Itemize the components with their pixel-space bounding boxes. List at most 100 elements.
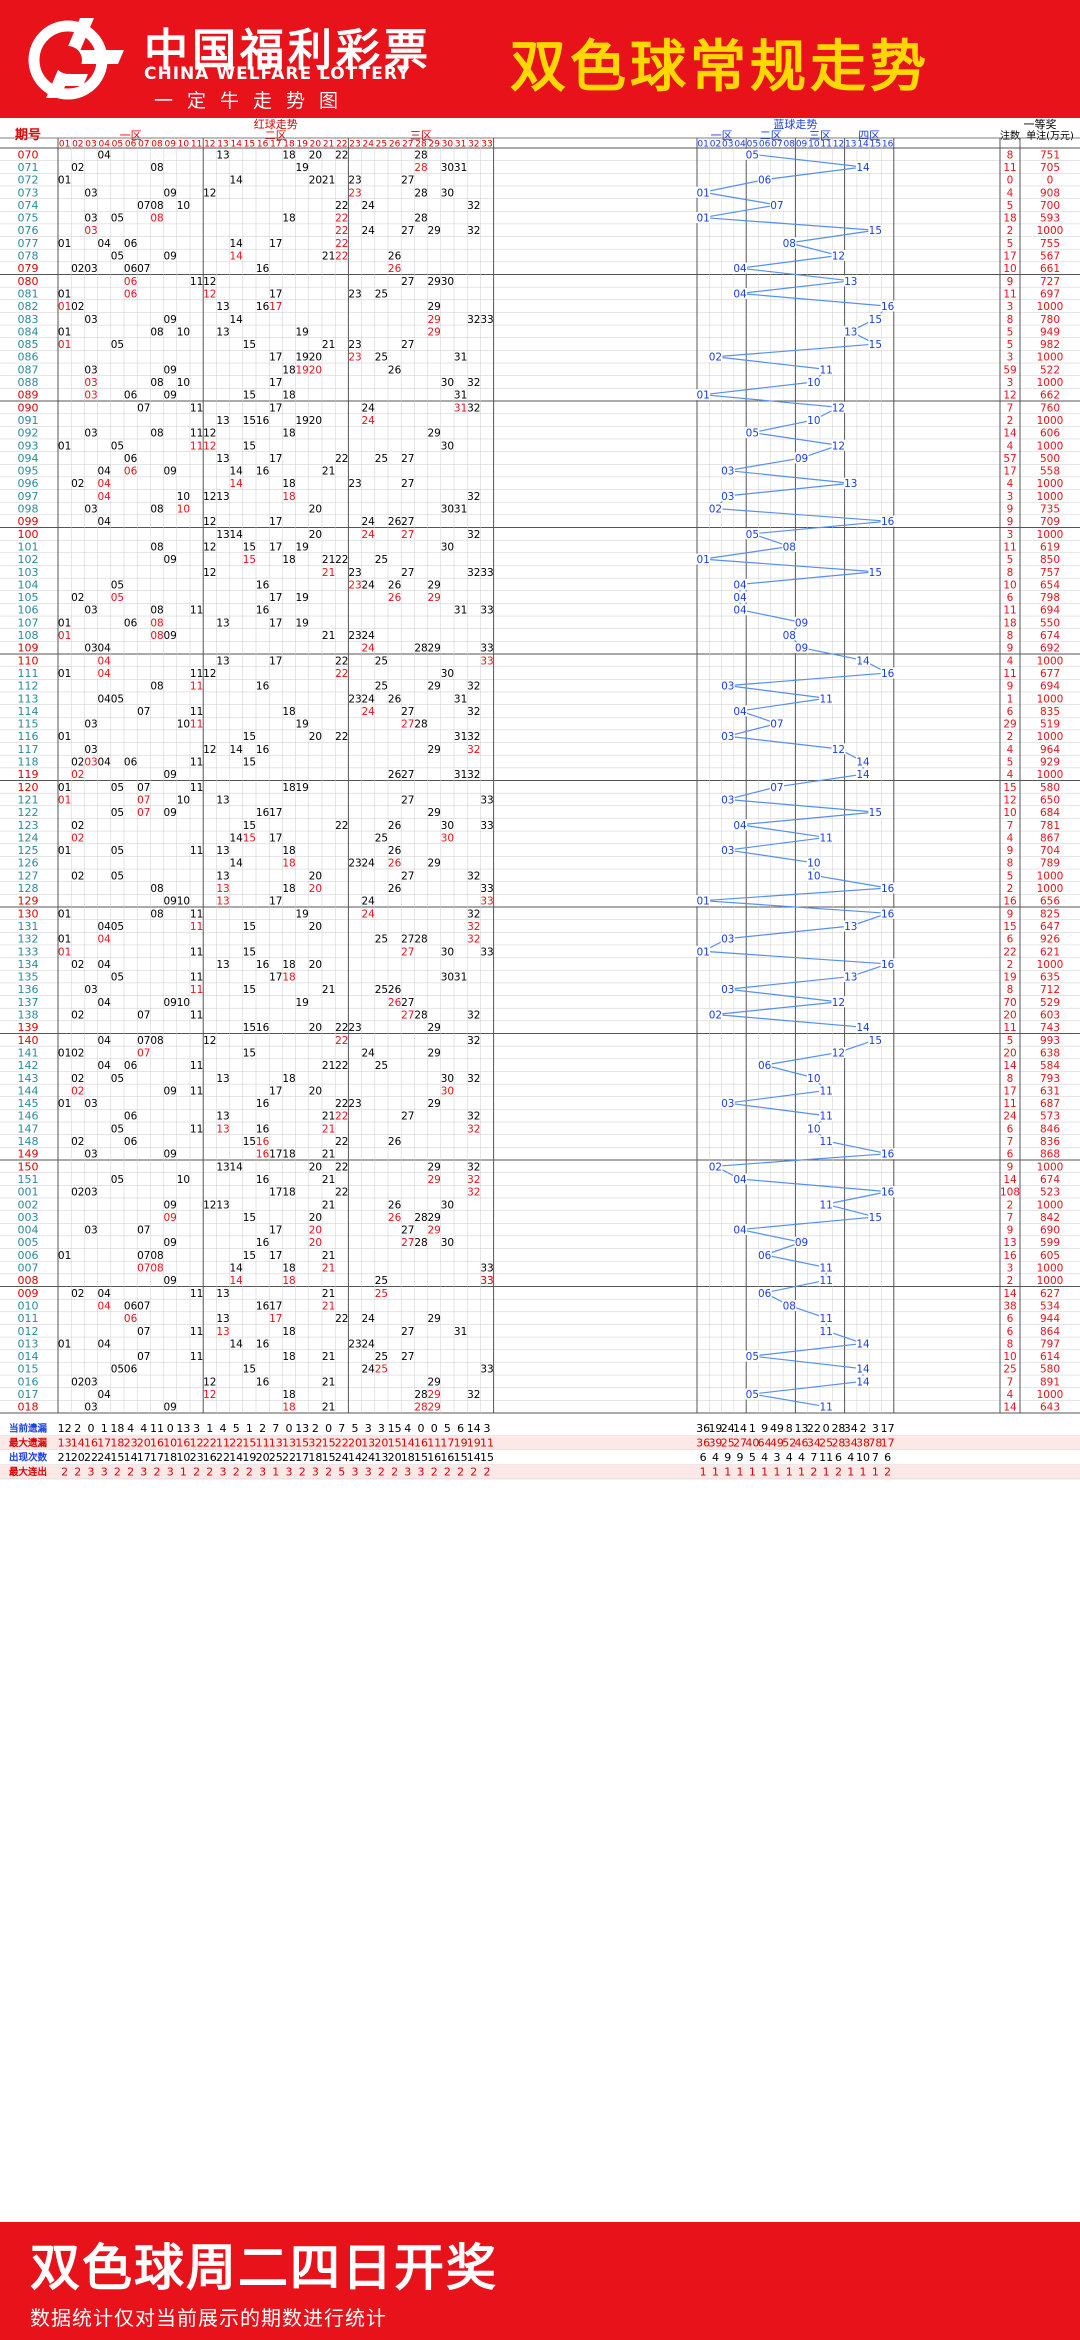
- red-ball-number: 02: [71, 1010, 84, 1022]
- prize-count-value: 9: [1007, 276, 1014, 288]
- red-ball-number: 02: [71, 820, 84, 832]
- stats-red-value: 14: [348, 1451, 362, 1464]
- stats-red-value: 13: [176, 1422, 190, 1435]
- blue-ball-number: 08: [783, 630, 796, 642]
- blue-ball-number: 01: [696, 187, 709, 199]
- stats-red-value: 19: [467, 1437, 481, 1450]
- prize-count-value: 11: [1003, 1098, 1016, 1110]
- red-ball-number: 09: [164, 1199, 177, 1211]
- prize-amount-value: 964: [1040, 744, 1060, 756]
- blue-ball-bg: [868, 1034, 883, 1046]
- blue-ball-number: 13: [844, 921, 857, 933]
- red-column-number: 15: [244, 140, 255, 150]
- red-ball-number: 18: [282, 364, 295, 376]
- red-ball-number: 17: [269, 541, 282, 553]
- blue-ball-number: 16: [881, 959, 895, 971]
- red-ball-number: 05: [111, 870, 124, 882]
- blue-ball-number: 01: [696, 896, 709, 908]
- red-ball-number: 04: [98, 997, 112, 1009]
- red-column-number: 25: [376, 140, 387, 150]
- red-column-number: 26: [389, 140, 401, 150]
- red-ball-number: 31: [454, 1326, 467, 1338]
- red-ball-number: 12: [203, 428, 216, 440]
- prize-count-value: 2: [1007, 415, 1014, 427]
- red-ball-number: 23: [348, 693, 361, 705]
- blue-ball-number: 11: [819, 1085, 832, 1097]
- blue-ball-number: 06: [758, 1250, 772, 1262]
- footer-banner: 双色球周二四日开奖 数据统计仅对当前展示的期数进行统计: [0, 2222, 1080, 2340]
- red-ball-number: 04: [98, 757, 112, 769]
- prize-amount-value: 580: [1040, 1364, 1060, 1376]
- stats-red-value: 3: [286, 1466, 293, 1479]
- red-ball-number: 11: [190, 706, 203, 718]
- red-ball-number: 32: [467, 1010, 480, 1022]
- red-ball-number: 33: [480, 314, 493, 326]
- red-ball-number: 24: [362, 908, 376, 920]
- red-ball-number: 09: [164, 1085, 177, 1097]
- red-ball-number: 03: [84, 1402, 97, 1414]
- stats-blue-value: 36: [696, 1437, 710, 1450]
- blue-column-number: 16: [882, 140, 894, 150]
- period-label: 097: [18, 490, 39, 503]
- red-ball-number: 15: [243, 820, 256, 832]
- prize-count-value: 9: [1007, 908, 1014, 920]
- stats-blue-value: 1: [860, 1466, 867, 1479]
- red-ball-number: 14: [230, 478, 244, 490]
- prize-count-value: 3: [1007, 377, 1014, 389]
- prize-count-value: 14: [1003, 1288, 1017, 1300]
- blue-ball-number: 12: [832, 997, 845, 1009]
- brand-name-cn: 中国福利彩票: [144, 25, 432, 76]
- red-ball-number: 22: [335, 820, 348, 832]
- stats-blue-value: 6: [884, 1451, 891, 1464]
- red-ball-number: 28: [414, 719, 427, 731]
- stats-red-value: 3: [167, 1466, 174, 1479]
- stats-red-value: 14: [71, 1437, 85, 1450]
- red-ball-number: 32: [467, 1174, 480, 1186]
- stats-red-value: 15: [110, 1451, 124, 1464]
- red-ball-number: 17: [269, 972, 282, 984]
- stats-red-value: 6: [457, 1422, 464, 1435]
- stats-red-value: 17: [150, 1451, 164, 1464]
- blue-ball-bg: [794, 452, 809, 464]
- red-ball-number: 17: [269, 238, 282, 250]
- stats-red-value: 0: [431, 1422, 438, 1435]
- red-column-number: 14: [230, 140, 242, 150]
- blue-ball-number: 15: [869, 225, 882, 237]
- period-label: 109: [18, 642, 39, 655]
- red-ball-number: 13: [216, 301, 229, 313]
- red-ball-number: 18: [282, 491, 295, 503]
- stats-blue-value: 4: [847, 1451, 854, 1464]
- red-ball-number: 22: [335, 453, 348, 465]
- red-ball-number: 33: [480, 605, 493, 617]
- prize-amount-value: 573: [1040, 1111, 1060, 1123]
- red-column-number: 08: [151, 140, 163, 150]
- blue-ball-bg: [782, 1299, 797, 1311]
- stats-blue-value: 1: [798, 1466, 805, 1479]
- blue-ball-number: 11: [819, 1326, 832, 1338]
- red-ball-number: 15: [243, 921, 256, 933]
- stats-row-bg: [0, 1435, 1080, 1450]
- stats-red-value: 25: [269, 1451, 283, 1464]
- red-ball-number: 27: [401, 175, 414, 187]
- blue-ball-bg: [856, 756, 871, 768]
- stats-red-value: 2: [457, 1466, 464, 1479]
- red-ball-number: 33: [480, 946, 493, 958]
- red-ball-number: 27: [401, 719, 414, 731]
- blue-ball-number: 16: [881, 301, 895, 313]
- red-ball-number: 27: [401, 997, 414, 1009]
- prize-count-value: 14: [1003, 1174, 1017, 1186]
- prize-count-value: 9: [1007, 516, 1014, 528]
- red-ball-number: 16: [256, 1174, 270, 1186]
- blue-ball-bg: [819, 692, 834, 704]
- period-label: 144: [18, 1084, 39, 1097]
- red-ball-number: 25: [375, 453, 388, 465]
- period-label: 072: [18, 174, 39, 187]
- stats-red-value: 2: [378, 1466, 385, 1479]
- stats-red-value: 0: [325, 1422, 332, 1435]
- stats-red-value: 17: [295, 1451, 309, 1464]
- red-ball-number: 27: [401, 1351, 414, 1363]
- red-column-number: 12: [204, 140, 215, 150]
- red-ball-number: 29: [428, 314, 441, 326]
- blue-ball-number: 01: [696, 946, 709, 958]
- prize-count-value: 5: [1007, 870, 1014, 882]
